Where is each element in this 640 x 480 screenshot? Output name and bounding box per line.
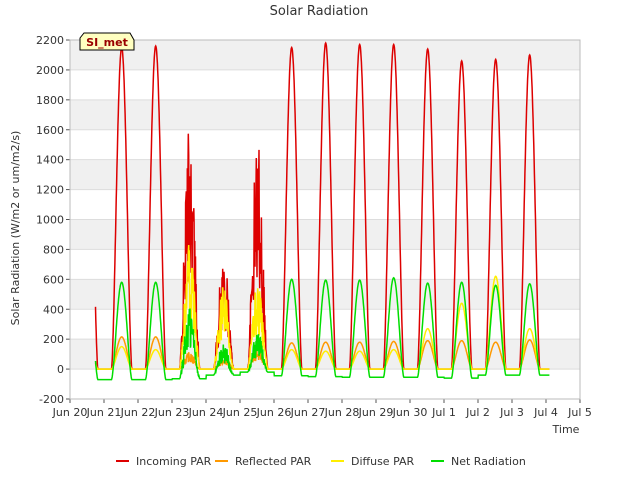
legend-item: Net Radiation <box>431 455 526 468</box>
x-tick-label: Jul 1 <box>431 406 456 419</box>
x-tick-label: Jun 22 <box>120 406 156 419</box>
background-band <box>70 159 580 190</box>
y-tick-label: 800 <box>43 243 64 256</box>
x-tick-label: Jun 30 <box>392 406 428 419</box>
x-tick-label: Jun 27 <box>290 406 326 419</box>
legend-label: Reflected PAR <box>235 455 312 468</box>
legend-item: Reflected PAR <box>215 455 312 468</box>
y-tick-label: 1000 <box>36 214 64 227</box>
x-tick-label: Jun 25 <box>222 406 258 419</box>
y-tick-label: 2200 <box>36 34 64 47</box>
y-tick-label: 0 <box>57 363 64 376</box>
x-tick-label: Jun 26 <box>256 406 292 419</box>
background-band <box>70 339 580 370</box>
y-tick-label: 1600 <box>36 124 64 137</box>
x-axis-label: Time <box>552 423 580 436</box>
annotation-box: SI_met <box>79 32 135 51</box>
x-tick-label: Jul 5 <box>567 406 592 419</box>
legend-item: Diffuse PAR <box>331 455 415 468</box>
legend-label: Diffuse PAR <box>351 455 415 468</box>
x-tick-label: Jun 23 <box>154 406 190 419</box>
y-axis-label: Solar Radiation (W/m2 or um/m2/s) <box>9 131 22 326</box>
y-tick-label: 2000 <box>36 64 64 77</box>
x-tick-label: Jun 21 <box>86 406 122 419</box>
background-band <box>70 219 580 250</box>
data-series <box>94 41 550 381</box>
y-tick-label: 600 <box>43 273 64 286</box>
series-line-net-radiation <box>94 276 550 381</box>
x-tick-label: Jul 2 <box>465 406 490 419</box>
y-axis-ticks: -200 0 200 400 600 800 1000 1200 1400 1600 1800 200… <box>36 34 70 406</box>
x-tick-label: Jun 29 <box>358 406 394 419</box>
background-band <box>70 99 580 130</box>
x-tick-label: Jul 4 <box>533 406 558 419</box>
x-tick-label: Jul 3 <box>499 406 524 419</box>
annotation-label: SI_met <box>86 36 128 49</box>
plot-frame <box>69 39 581 400</box>
y-tick-label: -200 <box>39 393 64 406</box>
x-tick-label: Jun 28 <box>324 406 360 419</box>
legend: Incoming PAR Reflected PAR Diffuse PAR Net … <box>116 455 526 468</box>
annotation-box-shape <box>79 32 135 51</box>
y-tick-label: 1400 <box>36 154 64 167</box>
x-axis-ticks: Jun 20 Jun 21 Jun 22 Jun 23 Jun 24 Jun 25 Jun … <box>52 399 592 419</box>
y-tick-label: 200 <box>43 333 64 346</box>
chart-title: Solar Radiation <box>270 4 369 19</box>
y-tick-label: 1800 <box>36 94 64 107</box>
x-tick-label: Jun 20 <box>52 406 88 419</box>
series-line-diffuse-par <box>94 244 550 370</box>
y-tick-label: 400 <box>43 303 64 316</box>
y-tick-label: 1200 <box>36 184 64 197</box>
legend-label: Net Radiation <box>451 455 526 468</box>
x-tick-label: Jun 24 <box>188 406 224 419</box>
series-line-incoming-par <box>94 41 550 370</box>
legend-label: Incoming PAR <box>136 455 212 468</box>
legend-item: Incoming PAR <box>116 455 212 468</box>
